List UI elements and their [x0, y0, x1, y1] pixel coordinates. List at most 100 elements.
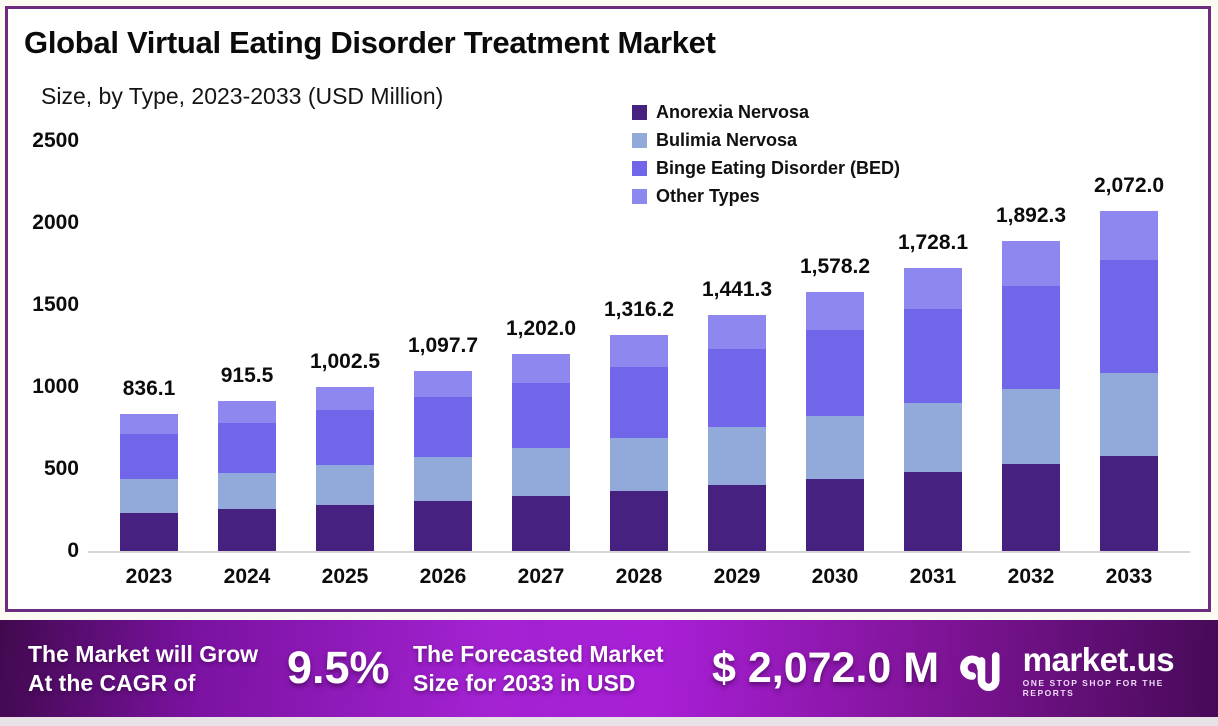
marketus-logo: market.us ONE STOP SHOP FOR THE REPORTS — [958, 643, 1218, 698]
x-axis-baseline — [88, 551, 1190, 553]
stacked-bar — [1002, 240, 1060, 551]
x-tick-label: 2027 — [517, 565, 565, 588]
chart-subtitle: Size, by Type, 2023-2033 (USD Million) — [41, 83, 444, 109]
bar-total-label: 1,316.2 — [603, 298, 675, 322]
bar-total-label: 1,892.3 — [995, 203, 1067, 227]
bar-column-2024: 915.5 — [198, 141, 296, 551]
x-tick-label: 2030 — [811, 565, 859, 588]
y-tick-label: 2000 — [32, 211, 79, 234]
marketus-logo-tagline: ONE STOP SHOP FOR THE REPORTS — [1022, 678, 1164, 698]
bar-segment-bulimia-nervosa — [610, 438, 668, 491]
bar-column-2032: 1,892.3 — [982, 141, 1080, 551]
bar-total-label: 915.5 — [220, 363, 274, 387]
stacked-bar — [610, 335, 668, 551]
forecast-label: The Forecasted Market Size for 2033 in U… — [413, 640, 664, 698]
bar-segment-other-types — [120, 413, 178, 434]
bar-segment-other-types — [806, 292, 864, 330]
bar-segment-other-types — [1002, 240, 1060, 286]
bar-column-2030: 1,578.2 — [786, 141, 884, 551]
bar-segment-binge-eating-disorder-bed — [708, 348, 766, 428]
bar-segment-other-types — [1100, 211, 1158, 261]
legend-label: Anorexia Nervosa — [656, 101, 810, 122]
bar-segment-binge-eating-disorder-bed — [218, 422, 276, 473]
y-tick-label: 1000 — [32, 375, 79, 398]
cagr-label-line1: The Market will Grow — [28, 641, 259, 667]
legend-label: Other Types — [656, 185, 760, 206]
bar-column-2023: 836.1 — [100, 141, 198, 551]
stacked-bar — [414, 371, 472, 551]
bar-segment-binge-eating-disorder-bed — [1002, 285, 1060, 389]
bar-segment-binge-eating-disorder-bed — [806, 329, 864, 416]
bar-segment-bulimia-nervosa — [120, 479, 178, 513]
bar-segment-anorexia-nervosa — [610, 490, 668, 551]
bar-segment-other-types — [708, 314, 766, 349]
bottom-banner: The Market will Grow At the CAGR of 9.5%… — [0, 620, 1218, 717]
forecast-value: $ 2,072.0 M — [712, 644, 940, 692]
bar-segment-bulimia-nervosa — [708, 427, 766, 485]
bar-segment-other-types — [610, 335, 668, 367]
legend: Anorexia Nervosa Bulimia Nervosa Binge E… — [632, 98, 900, 210]
marketus-logo-text-block: market.us ONE STOP SHOP FOR THE REPORTS — [1023, 643, 1218, 698]
cagr-label: The Market will Grow At the CAGR of — [28, 640, 258, 698]
x-tick-label: 2033 — [1105, 565, 1153, 588]
legend-swatch-other-types — [632, 188, 647, 204]
bar-column-2029: 1,441.3 — [688, 141, 786, 551]
legend-label: Binge Eating Disorder (BED) — [656, 157, 901, 178]
x-tick-label: 2028 — [615, 565, 663, 588]
bar-segment-anorexia-nervosa — [708, 484, 766, 551]
bar-segment-bulimia-nervosa — [218, 472, 276, 509]
bar-segment-anorexia-nervosa — [414, 500, 472, 551]
x-tick-label: 2029 — [713, 565, 761, 588]
bar-segment-other-types — [512, 353, 570, 383]
bar-segment-binge-eating-disorder-bed — [120, 433, 178, 480]
bar-segment-anorexia-nervosa — [1002, 464, 1060, 551]
x-tick-label: 2026 — [419, 565, 467, 588]
bar-column-2027: 1,202.0 — [492, 141, 590, 551]
bar-segment-anorexia-nervosa — [316, 505, 374, 551]
bar-segment-anorexia-nervosa — [120, 512, 178, 551]
bar-total-label: 1,578.2 — [799, 255, 871, 279]
bar-segment-anorexia-nervosa — [1100, 455, 1158, 551]
x-tick-label: 2032 — [1007, 565, 1055, 588]
bar-segment-anorexia-nervosa — [806, 478, 864, 551]
stacked-bar — [120, 413, 178, 551]
marketus-logo-text: market.us — [1022, 641, 1175, 678]
bar-segment-binge-eating-disorder-bed — [610, 366, 668, 439]
y-tick-label: 0 — [67, 539, 79, 562]
stacked-bar — [316, 386, 374, 551]
bar-total-label: 1,728.1 — [897, 230, 969, 254]
bar-segment-binge-eating-disorder-bed — [1100, 260, 1158, 374]
bar-total-label: 1,441.3 — [701, 277, 773, 301]
stacked-bar — [1100, 211, 1158, 551]
stacked-bar — [512, 353, 570, 551]
bar-segment-bulimia-nervosa — [512, 447, 570, 496]
bar-total-label: 1,202.0 — [505, 316, 577, 340]
bar-segment-bulimia-nervosa — [414, 456, 472, 501]
bar-segment-anorexia-nervosa — [512, 495, 570, 551]
bar-column-2025: 1,002.5 — [296, 141, 394, 551]
bar-segment-binge-eating-disorder-bed — [316, 410, 374, 465]
x-tick-label: 2024 — [223, 565, 271, 588]
x-tick-label: 2025 — [321, 565, 369, 588]
bottom-strip — [0, 717, 1218, 726]
stacked-bar — [904, 267, 962, 551]
bar-column-2031: 1,728.1 — [884, 141, 982, 551]
legend-item-bulimia-nervosa: Bulimia Nervosa — [632, 126, 900, 154]
x-tick-label: 2023 — [125, 565, 173, 588]
bar-segment-other-types — [904, 267, 962, 309]
bar-segment-other-types — [218, 400, 276, 423]
chart-title: Global Virtual Eating Disorder Treatment… — [24, 25, 716, 60]
bar-segment-bulimia-nervosa — [1100, 373, 1158, 456]
bar-segment-binge-eating-disorder-bed — [414, 397, 472, 457]
legend-label: Bulimia Nervosa — [656, 129, 798, 150]
plot-area: 836.1 915.5 1,002.5 1,097.7 1,202.0 1,316.2 1,… — [100, 141, 1178, 551]
bar-segment-anorexia-nervosa — [218, 509, 276, 551]
marketus-logo-icon — [960, 651, 1000, 691]
bar-segment-binge-eating-disorder-bed — [512, 382, 570, 448]
bar-total-label: 1,002.5 — [309, 349, 381, 373]
bar-segment-bulimia-nervosa — [316, 465, 374, 505]
bar-segment-other-types — [414, 371, 472, 398]
legend-item-anorexia-nervosa: Anorexia Nervosa — [632, 98, 900, 126]
chart-card: Global Virtual Eating Disorder Treatment… — [5, 6, 1211, 612]
